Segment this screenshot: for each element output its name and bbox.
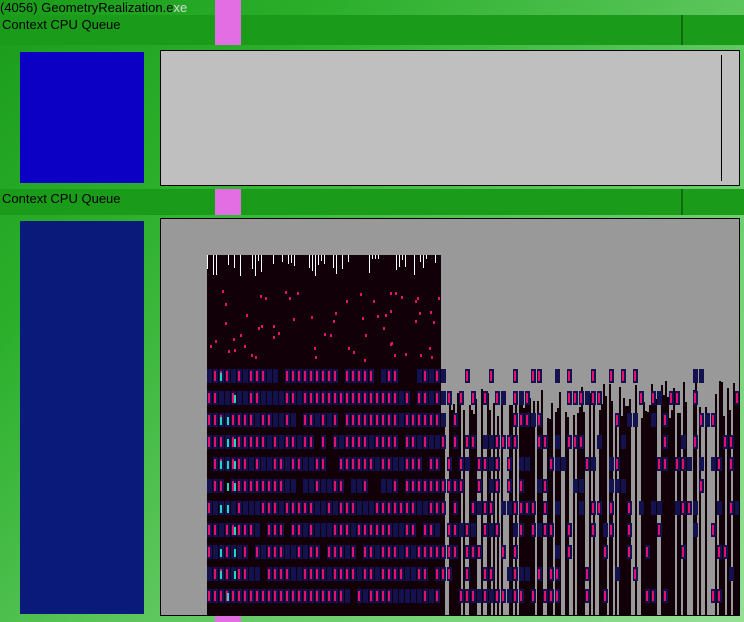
queue-label: Context CPU Queue xyxy=(0,189,121,206)
process-title: (4056) GeometryRealization.exe xyxy=(0,0,744,15)
queue-track-1[interactable] xyxy=(160,218,740,616)
process-ext: xe xyxy=(173,0,187,15)
queue-label: Context CPU Queue xyxy=(0,15,121,32)
queue-side-panel-1[interactable] xyxy=(20,221,144,614)
process-pid: (4056) xyxy=(0,0,38,15)
process-name: GeometryRealization.e xyxy=(41,0,173,15)
queue-header-0[interactable]: Context CPU Queue xyxy=(0,15,744,45)
playhead-marker[interactable] xyxy=(215,0,241,45)
queue-header-1[interactable]: Context CPU Queue xyxy=(0,189,744,215)
profiler-view: (4056) GeometryRealization.exe Context C… xyxy=(0,0,744,622)
queue-side-panel-0[interactable] xyxy=(20,52,144,183)
playhead-marker[interactable] xyxy=(215,189,241,215)
queue-track-0[interactable] xyxy=(160,50,740,186)
playhead-marker[interactable] xyxy=(215,616,241,622)
